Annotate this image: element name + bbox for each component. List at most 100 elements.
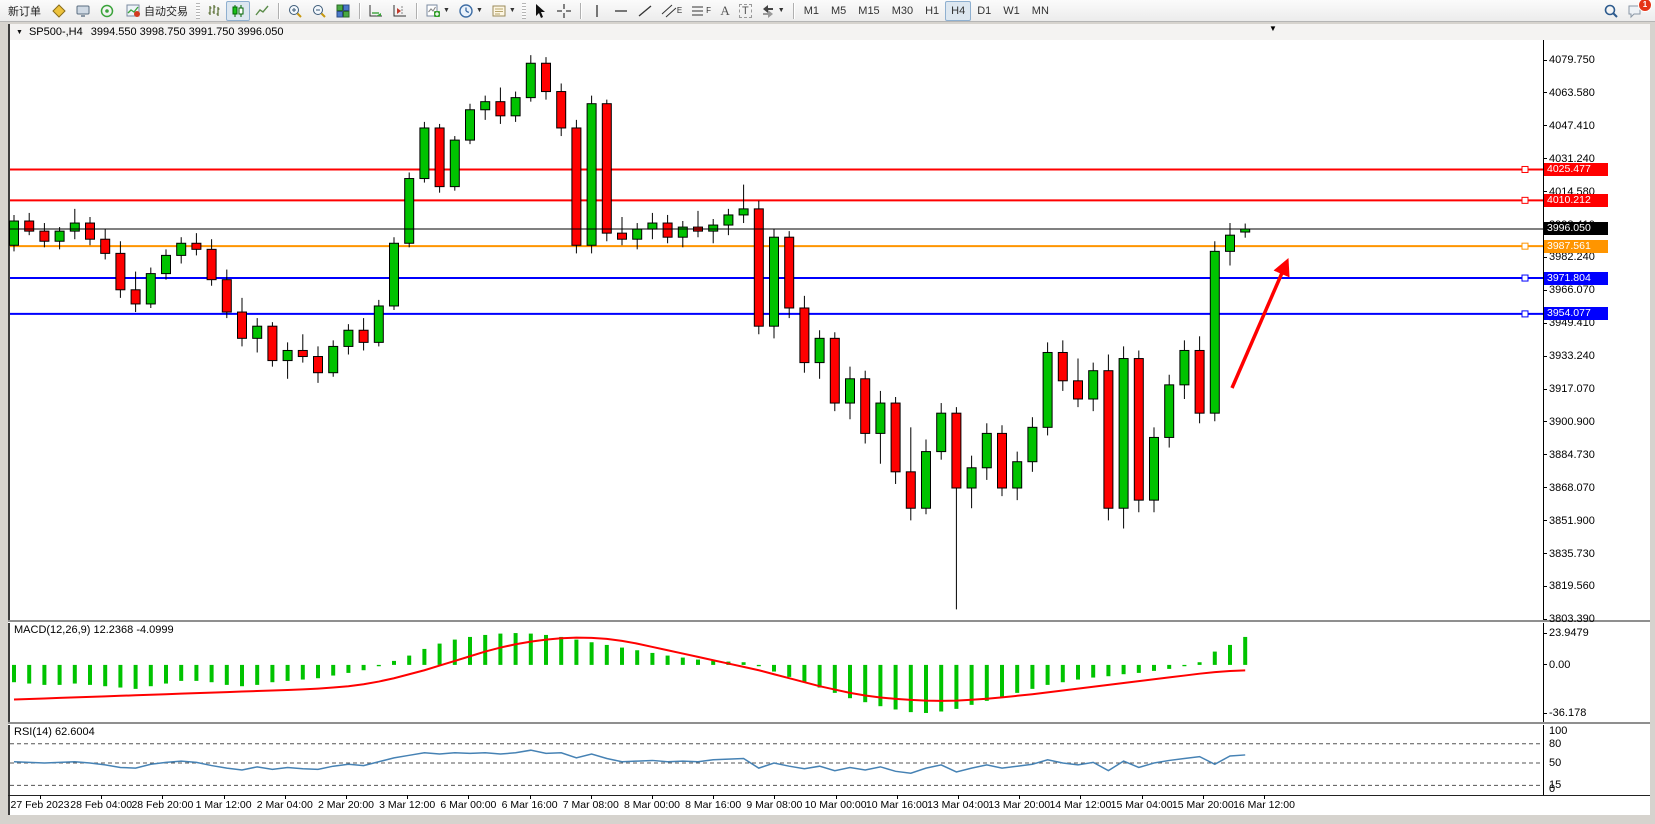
auto-scroll-icon[interactable] xyxy=(364,1,388,21)
macd-panel-canvas[interactable] xyxy=(9,623,1543,722)
candle-body xyxy=(662,222,673,238)
bar-chart-mode-icon[interactable] xyxy=(202,1,226,21)
candle-body xyxy=(860,378,871,434)
vertical-line-tool-icon[interactable] xyxy=(585,1,609,21)
tf-button-m5[interactable]: M5 xyxy=(831,4,847,17)
new-chart-button[interactable]: ▼ xyxy=(421,1,454,21)
candle-body xyxy=(449,139,460,188)
text-tool-icon[interactable]: A xyxy=(715,1,735,21)
candle-body xyxy=(495,101,506,117)
candle-body xyxy=(784,236,795,309)
candle-body xyxy=(981,432,992,469)
dropdown-caret: ▼ xyxy=(777,7,785,14)
dropdown-caret: ▼ xyxy=(443,7,450,14)
price-chart-canvas[interactable] xyxy=(9,41,1543,620)
chart-window-titlebar[interactable]: ▼ SP500-,H4 3994.550 3998.750 3991.750 3… xyxy=(8,24,1655,41)
zoom-in-icon[interactable] xyxy=(283,1,307,21)
channel-tool-icon[interactable]: E xyxy=(657,1,686,21)
toolbar-separator xyxy=(792,2,794,19)
macd-signal-line xyxy=(13,636,1246,702)
candle-body xyxy=(951,412,962,489)
tf-button-m15[interactable]: M15 xyxy=(858,4,880,17)
candle-body xyxy=(115,252,126,291)
candle-body xyxy=(753,208,764,327)
tf-button-h4[interactable]: H4 xyxy=(945,0,972,21)
rsi-panel-separator[interactable] xyxy=(8,722,1655,725)
cursor-tool-icon[interactable] xyxy=(528,1,552,21)
notifications-icon[interactable]: 1 xyxy=(1623,0,1652,21)
tf-button-w1[interactable]: W1 xyxy=(1003,4,1020,17)
crosshair-tool-icon[interactable] xyxy=(552,1,576,21)
trend-arrow-annotation[interactable] xyxy=(1230,257,1290,389)
candle-body xyxy=(161,254,171,275)
tf-button-m1[interactable]: M1 xyxy=(803,4,819,17)
terminal-icon[interactable] xyxy=(71,1,95,21)
candle-body xyxy=(1133,358,1144,501)
candle-body xyxy=(1225,234,1235,252)
candle-body xyxy=(100,238,111,254)
candle-body xyxy=(1209,250,1220,414)
candle-body xyxy=(541,62,551,93)
tf-button-mn[interactable]: MN xyxy=(1031,4,1049,17)
horizontal-line-tool-icon[interactable] xyxy=(609,1,633,21)
tf-button-d1[interactable]: D1 xyxy=(977,4,992,17)
tf-button-h1[interactable]: H1 xyxy=(925,4,940,17)
candle-body xyxy=(1057,351,1068,382)
scroll-to-end-marker[interactable]: ▼ xyxy=(1269,24,1277,33)
candle-body xyxy=(769,236,779,327)
candle-body xyxy=(905,471,916,509)
auto-trading-label: 自动交易 xyxy=(144,5,188,18)
chart-window-left-border xyxy=(8,24,10,815)
tf-button-m30[interactable]: M30 xyxy=(891,4,914,17)
candle-body xyxy=(282,349,293,362)
candle-body xyxy=(814,337,825,364)
candle-body xyxy=(1073,380,1083,400)
candle-body xyxy=(1149,436,1159,501)
candle-body xyxy=(85,222,95,240)
zoom-out-icon[interactable] xyxy=(307,1,331,21)
rsi-indicator-label: RSI(14) 62.6004 xyxy=(14,726,95,738)
new-order-button[interactable]: 新订单 xyxy=(8,5,41,18)
arrows-tool-icon[interactable]: ▼ xyxy=(756,1,789,21)
candle-body xyxy=(9,220,19,246)
hline-handle xyxy=(1521,310,1529,318)
candle-body xyxy=(723,214,734,226)
candle-body xyxy=(1194,349,1205,414)
candle-body xyxy=(708,224,719,232)
hline-handle xyxy=(1521,196,1529,204)
trendline-tool-icon[interactable] xyxy=(633,1,657,21)
candle-body xyxy=(601,103,612,234)
candle-body xyxy=(936,412,947,453)
rsi-panel-canvas[interactable] xyxy=(9,725,1543,795)
candle-body xyxy=(586,103,597,246)
candle-body xyxy=(875,402,886,434)
window-menu-icon[interactable]: ▼ xyxy=(16,28,23,36)
candle-body xyxy=(69,222,80,232)
candle-body xyxy=(556,91,567,129)
label-tool-icon[interactable]: T xyxy=(735,1,756,21)
candle-body xyxy=(39,230,50,242)
candle-body xyxy=(1027,426,1038,463)
broadcast-icon[interactable] xyxy=(95,1,119,21)
order-ticket-icon[interactable] xyxy=(47,1,71,21)
candle-body xyxy=(1179,349,1190,386)
macd-panel-separator[interactable] xyxy=(8,620,1655,623)
fibonacci-tool-icon[interactable]: F xyxy=(686,1,715,21)
auto-trading-button[interactable]: 自动交易 xyxy=(119,1,194,21)
chart-shift-icon[interactable] xyxy=(388,1,412,21)
candle-body xyxy=(389,242,399,307)
template-button[interactable]: ▼ xyxy=(487,1,520,21)
search-icon[interactable] xyxy=(1599,1,1623,21)
candle-body xyxy=(221,279,232,313)
line-chart-mode-icon[interactable] xyxy=(250,1,274,21)
tile-windows-icon[interactable] xyxy=(331,1,355,21)
period-button[interactable]: ▼ xyxy=(454,1,487,21)
candlestick-mode-icon[interactable] xyxy=(226,0,250,21)
candle-body xyxy=(632,228,643,240)
candle-body xyxy=(921,451,931,509)
rsi-line xyxy=(13,749,1246,775)
candle-body xyxy=(525,62,536,99)
candle-body xyxy=(845,378,855,404)
candle-body xyxy=(130,289,141,305)
